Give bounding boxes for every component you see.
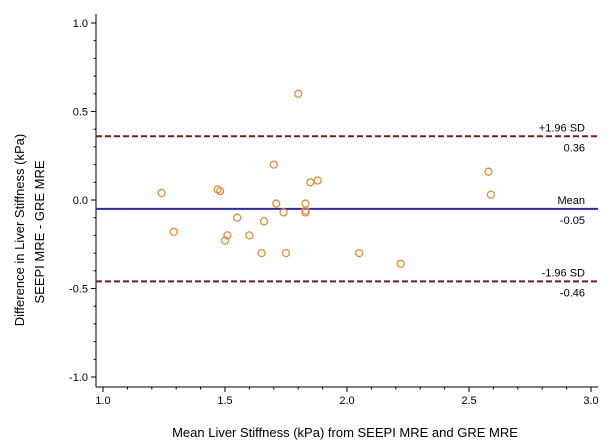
data-point [396,259,405,268]
x-tick-label: 1.5 [217,395,232,407]
data-point [281,248,291,258]
data-point [306,178,315,187]
upper-limit-label: +1.96 SD [539,122,585,134]
y-tick-label: 0.5 [73,107,88,119]
reference-lines: +1.96 SD 0.36 Mean -0.05 -1.96 SD -0.46 [96,122,598,299]
data-point [215,186,225,196]
data-point [259,217,269,226]
y-axis-title-line-2: SEEPI MRE - GRE MRE [32,160,47,303]
data-point [257,248,266,258]
x-tick-label: 2.0 [339,395,354,407]
data-point [213,185,222,194]
y-tick-label: 1.0 [73,18,88,30]
mean-value: -0.05 [560,215,585,227]
x-axis-title: Mean Liver Stiffness (kPa) from SEEPI MR… [172,425,518,440]
y-axis-title-line-1: Difference in Liver Stiffness (kPa) [12,134,27,326]
data-point [313,176,322,185]
data-point [169,227,178,237]
lower-limit-label: -1.96 SD [542,267,585,279]
x-tick-label: 3.0 [583,395,598,407]
mean-label: Mean [557,195,585,207]
data-point [279,208,288,217]
y-tick-label: 0.0 [73,195,88,207]
data-point [294,89,303,98]
data-point [301,208,310,217]
x-tick-label: 1.0 [95,395,110,407]
data-points [157,89,496,268]
data-point [223,231,232,240]
y-tick-label: -1.0 [69,372,88,384]
data-point [301,199,310,208]
data-point [486,190,496,199]
axes: -1.0 -0.5 0.0 0.5 1.0 1.0 1.5 2.0 2.5 3.0 [69,14,599,407]
data-point [484,167,493,176]
data-point [272,199,281,208]
data-point [233,213,242,222]
x-tick-label: 2.5 [461,395,476,407]
data-point [245,231,254,240]
y-tick-label: -0.5 [69,284,88,296]
lower-limit-value: -0.46 [560,287,585,299]
data-point [157,188,166,198]
data-point [355,248,364,258]
upper-limit-value: 0.36 [564,142,585,154]
data-point [269,160,278,169]
